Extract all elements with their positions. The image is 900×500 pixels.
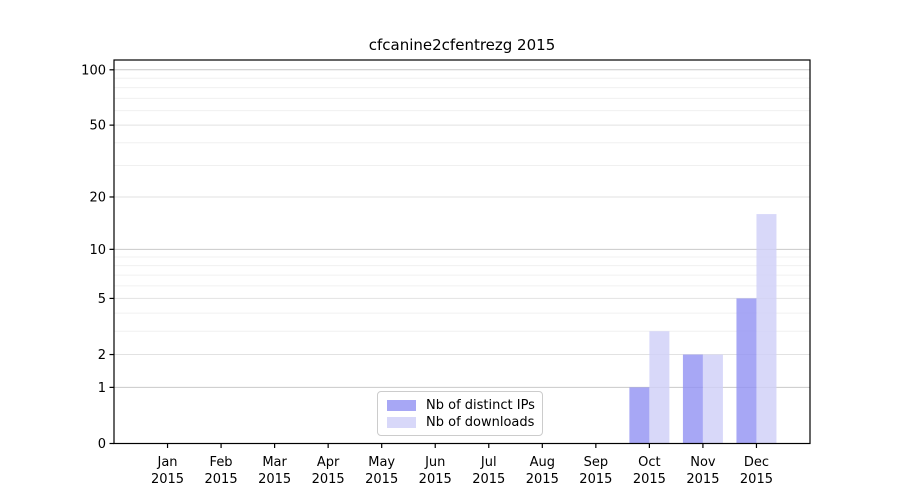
x-tick-label-year-dec: 2015 (740, 472, 773, 487)
chart-title: cfcanine2cfentrezg 2015 (368, 36, 556, 54)
x-tick-label-year-jul: 2015 (472, 472, 505, 487)
y-tick-label-1: 1 (98, 381, 106, 396)
x-tick-label-year-mar: 2015 (258, 472, 291, 487)
y-tick-label-10: 10 (89, 243, 106, 258)
bar-downloads-dec (756, 214, 777, 444)
bar-distinct-ips-nov (682, 354, 703, 444)
x-tick-label-year-nov: 2015 (686, 472, 719, 487)
legend-swatch-downloads (387, 416, 416, 428)
x-tick-label-year-feb: 2015 (205, 472, 238, 487)
x-tick-label-month-dec: Dec (744, 455, 769, 470)
x-tick-label-year-sep: 2015 (579, 472, 612, 487)
x-tick-label-year-oct: 2015 (633, 472, 666, 487)
y-tick-label-20: 20 (89, 190, 106, 205)
x-tick-label-month-mar: Mar (262, 455, 287, 470)
legend-item-downloads: Nb of downloads (387, 414, 535, 430)
bar-distinct-ips-dec (736, 298, 757, 444)
y-tick-label-100: 100 (81, 63, 106, 78)
legend-label-distinct-ips: Nb of distinct IPs (426, 397, 535, 413)
axes-box (113, 59, 811, 445)
x-tick-label-month-feb: Feb (210, 455, 233, 470)
x-tick-label-month-jan: Jan (157, 455, 178, 470)
x-tick-label-year-aug: 2015 (526, 472, 559, 487)
y-tick-label-5: 5 (98, 292, 106, 307)
legend-label-downloads: Nb of downloads (426, 414, 535, 430)
x-tick-label-year-jun: 2015 (419, 472, 452, 487)
y-tick-label-0: 0 (98, 437, 106, 452)
x-tick-label-month-apr: Apr (317, 455, 340, 470)
x-tick-label-month-oct: Oct (638, 455, 660, 470)
x-tick-label-month-sep: Sep (584, 455, 609, 470)
legend: Nb of distinct IPs Nb of downloads (377, 391, 543, 436)
x-tick-label-month-jul: Jul (480, 455, 497, 470)
y-tick-label-50: 50 (89, 119, 106, 134)
legend-item-distinct-ips: Nb of distinct IPs (387, 397, 535, 413)
legend-swatch-distinct-ips (387, 399, 416, 411)
x-tick-label-month-aug: Aug (530, 455, 555, 470)
x-tick-label-month-may: May (368, 455, 395, 470)
bar-distinct-ips-oct (629, 387, 650, 444)
x-tick-label-month-nov: Nov (690, 455, 716, 470)
x-tick-label-year-jan: 2015 (151, 472, 184, 487)
x-tick-label-year-apr: 2015 (312, 472, 345, 487)
bar-downloads-oct (649, 331, 670, 444)
bar-downloads-nov (702, 354, 723, 444)
x-tick-label-year-may: 2015 (365, 472, 398, 487)
x-tick-label-month-jun: Jun (424, 455, 445, 470)
y-tick-label-2: 2 (98, 348, 106, 363)
